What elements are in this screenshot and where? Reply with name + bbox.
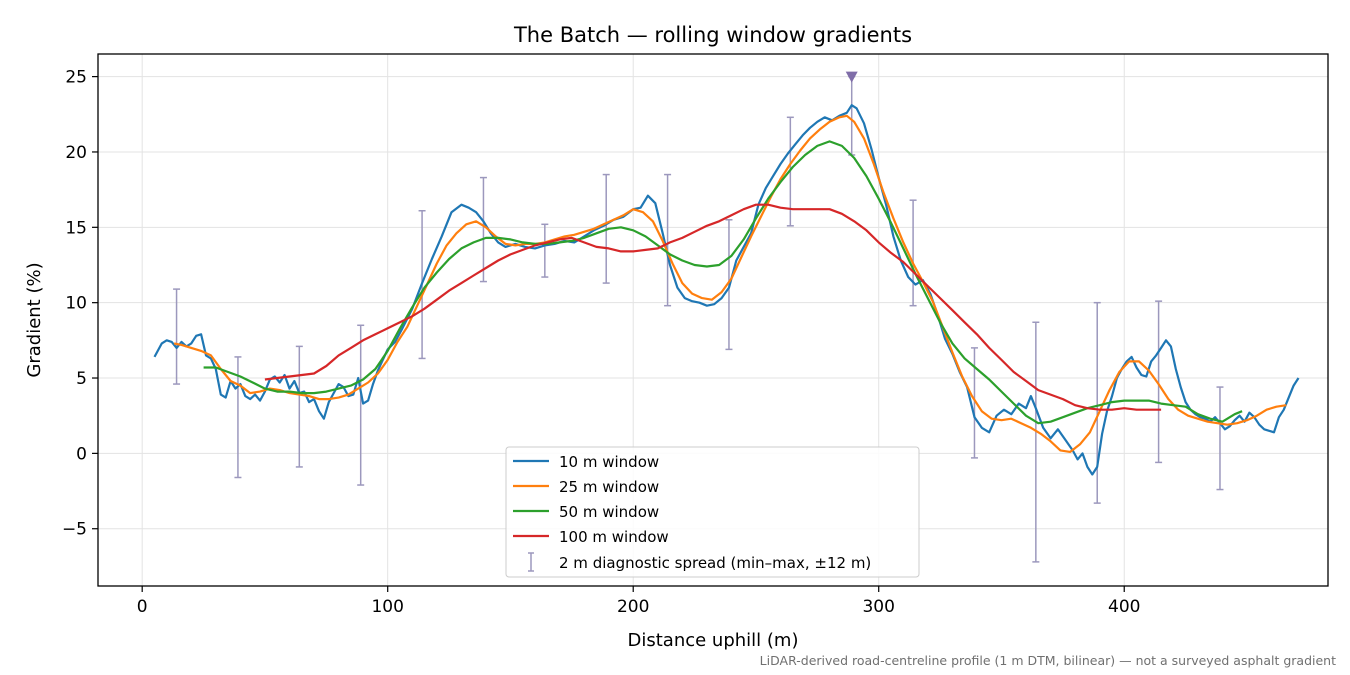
x-tick-label: 200 (617, 597, 649, 617)
footnote: LiDAR-derived road-centreline profile (1… (760, 653, 1336, 668)
y-tick-label: −5 (62, 520, 87, 540)
spread-error-bar (234, 356, 242, 479)
spread-error-bar (1093, 301, 1101, 504)
series-line-0 (153, 104, 1300, 476)
spread-error-bar (295, 345, 303, 468)
plot-frame (97, 53, 1329, 587)
y-axis-label: Gradient (%) (24, 262, 45, 377)
peak-marker-layer (845, 71, 858, 83)
legend: 10 m window 25 m window 50 m window 100 … (505, 446, 920, 578)
legend-label-10m: 10 m window (559, 453, 659, 471)
peak-marker (845, 71, 858, 83)
series-line-1 (173, 114, 1287, 453)
x-tick-label: 300 (862, 597, 894, 617)
spread-error-bar (541, 223, 549, 278)
legend-label-50m: 50 m window (559, 503, 659, 521)
y-tick-label: 15 (65, 218, 87, 238)
spread-error-bar (1155, 300, 1163, 464)
series-line-3 (264, 203, 1162, 411)
spread-error-bar (1032, 321, 1040, 563)
spread-error-bar (909, 199, 917, 307)
y-tick-label: 10 (65, 294, 87, 314)
legend-box (505, 446, 920, 578)
chart-title: The Batch — rolling window gradients (513, 23, 912, 47)
series-line-2 (203, 140, 1243, 425)
legend-label-100m: 100 m window (559, 528, 669, 546)
y-tick-label: 0 (76, 444, 87, 464)
spread-error-bar (173, 288, 181, 385)
x-tick-label: 100 (371, 597, 403, 617)
x-tick-label: 400 (1108, 597, 1140, 617)
x-axis-label: Distance uphill (m) (628, 630, 799, 651)
spread-error-bar (848, 75, 856, 156)
series-lines (153, 104, 1300, 476)
y-tick-label: 25 (65, 68, 87, 88)
legend-swatch-spread (528, 552, 534, 572)
y-tick-label: 20 (65, 143, 87, 163)
axis-ticks: 0 100 200 300 400 −5 0 5 10 15 20 25 (62, 68, 1141, 617)
legend-label-25m: 25 m window (559, 478, 659, 496)
spread-error-bar (1216, 386, 1224, 491)
legend-label-spread: 2 m diagnostic spread (min–max, ±12 m) (559, 554, 871, 572)
spread-error-bar (664, 173, 672, 307)
spread-error-bar (479, 176, 487, 283)
y-tick-label: 5 (76, 369, 87, 389)
spread-error-bar (357, 324, 365, 486)
x-tick-label: 0 (137, 597, 148, 617)
